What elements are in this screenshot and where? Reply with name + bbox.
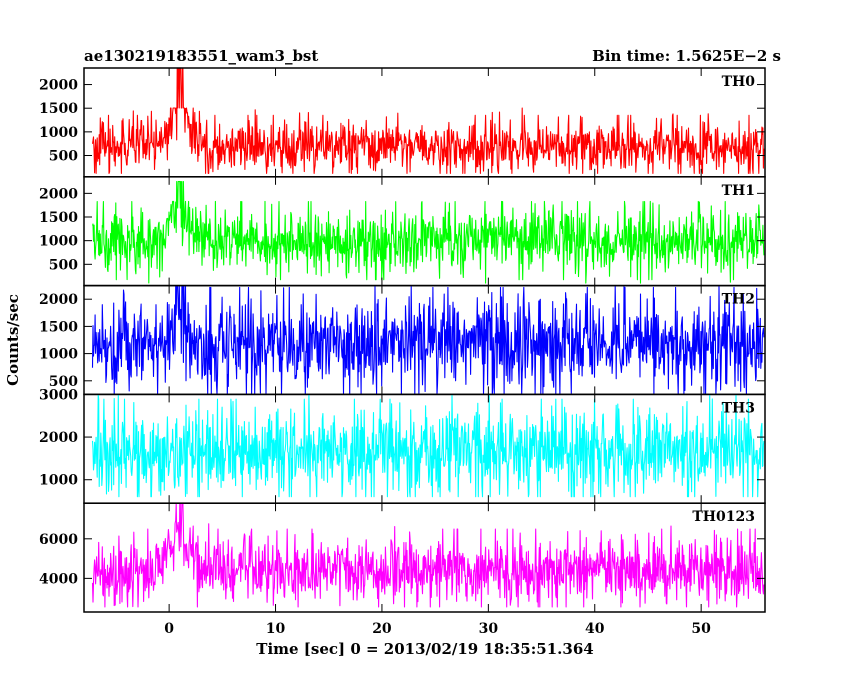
y-tick-label-th0123-6000: 6000 bbox=[39, 532, 78, 548]
series-th0123-line bbox=[91, 502, 765, 608]
x-tick-label-10: 10 bbox=[266, 621, 286, 637]
panel-th1: 500 1000 1500 2000 TH1 bbox=[39, 176, 766, 287]
y-tick-label-th0-500: 500 bbox=[49, 149, 78, 165]
series-th0-line bbox=[91, 67, 765, 174]
y-tick-label-th3-3000: 3000 bbox=[39, 387, 78, 403]
series-th1-label: TH1 bbox=[722, 183, 755, 199]
y-tick-label-th1-1000: 1000 bbox=[39, 234, 78, 250]
y-tick-label-th0-1000: 1000 bbox=[39, 125, 78, 141]
x-tick-label-50: 50 bbox=[691, 621, 711, 637]
bin-time-label: Bin time: 1.5625E−2 s bbox=[592, 47, 781, 65]
y-tick-label-th0-1500: 1500 bbox=[39, 101, 78, 117]
panel-th2: 500 1000 1500 2000 TH2 bbox=[39, 284, 766, 396]
series-th3-label: TH3 bbox=[722, 400, 755, 416]
series-th2-line bbox=[91, 285, 765, 395]
panel-th0: 500 1000 1500 2000 TH0 bbox=[39, 67, 766, 178]
series-th1-line bbox=[91, 180, 765, 284]
y-tick-label-th2-1000: 1000 bbox=[39, 347, 78, 363]
y-axis-label: Counts/sec bbox=[4, 294, 22, 386]
y-tick-label-th3-2000: 2000 bbox=[39, 430, 78, 446]
panel-th0123-frame bbox=[83, 502, 766, 613]
panel-th0123: 4000 6000 TH0123 bbox=[39, 502, 766, 613]
y-tick-label-th1-500: 500 bbox=[49, 257, 78, 273]
x-tick-label-30: 30 bbox=[479, 621, 499, 637]
panel-th3: 1000 2000 3000 TH3 bbox=[39, 387, 766, 504]
x-tick-label-40: 40 bbox=[585, 621, 605, 637]
series-th0-label: TH0 bbox=[722, 74, 756, 90]
y-tick-label-th2-500: 500 bbox=[49, 374, 78, 390]
y-tick-label-th2-2000: 2000 bbox=[39, 292, 78, 308]
x-axis-label: Time [sec] 0 = 2013/02/19 18:35:51.364 bbox=[256, 640, 593, 658]
y-tick-label-th0123-4000: 4000 bbox=[39, 571, 78, 587]
y-tick-label-th1-1500: 1500 bbox=[39, 210, 78, 226]
y-tick-label-th2-1500: 1500 bbox=[39, 319, 78, 335]
series-th2-label: TH2 bbox=[722, 292, 755, 308]
x-tick-label-20: 20 bbox=[372, 621, 392, 637]
series-th0123-label: TH0123 bbox=[692, 509, 755, 525]
x-tick-label-0: 0 bbox=[164, 621, 174, 637]
y-tick-label-th1-2000: 2000 bbox=[39, 186, 78, 202]
chart-title: ae130219183551_wam3_bst bbox=[84, 47, 318, 65]
y-tick-label-th3-1000: 1000 bbox=[39, 473, 78, 489]
series-th3-line bbox=[91, 393, 765, 498]
y-tick-label-th0-2000: 2000 bbox=[39, 78, 78, 94]
